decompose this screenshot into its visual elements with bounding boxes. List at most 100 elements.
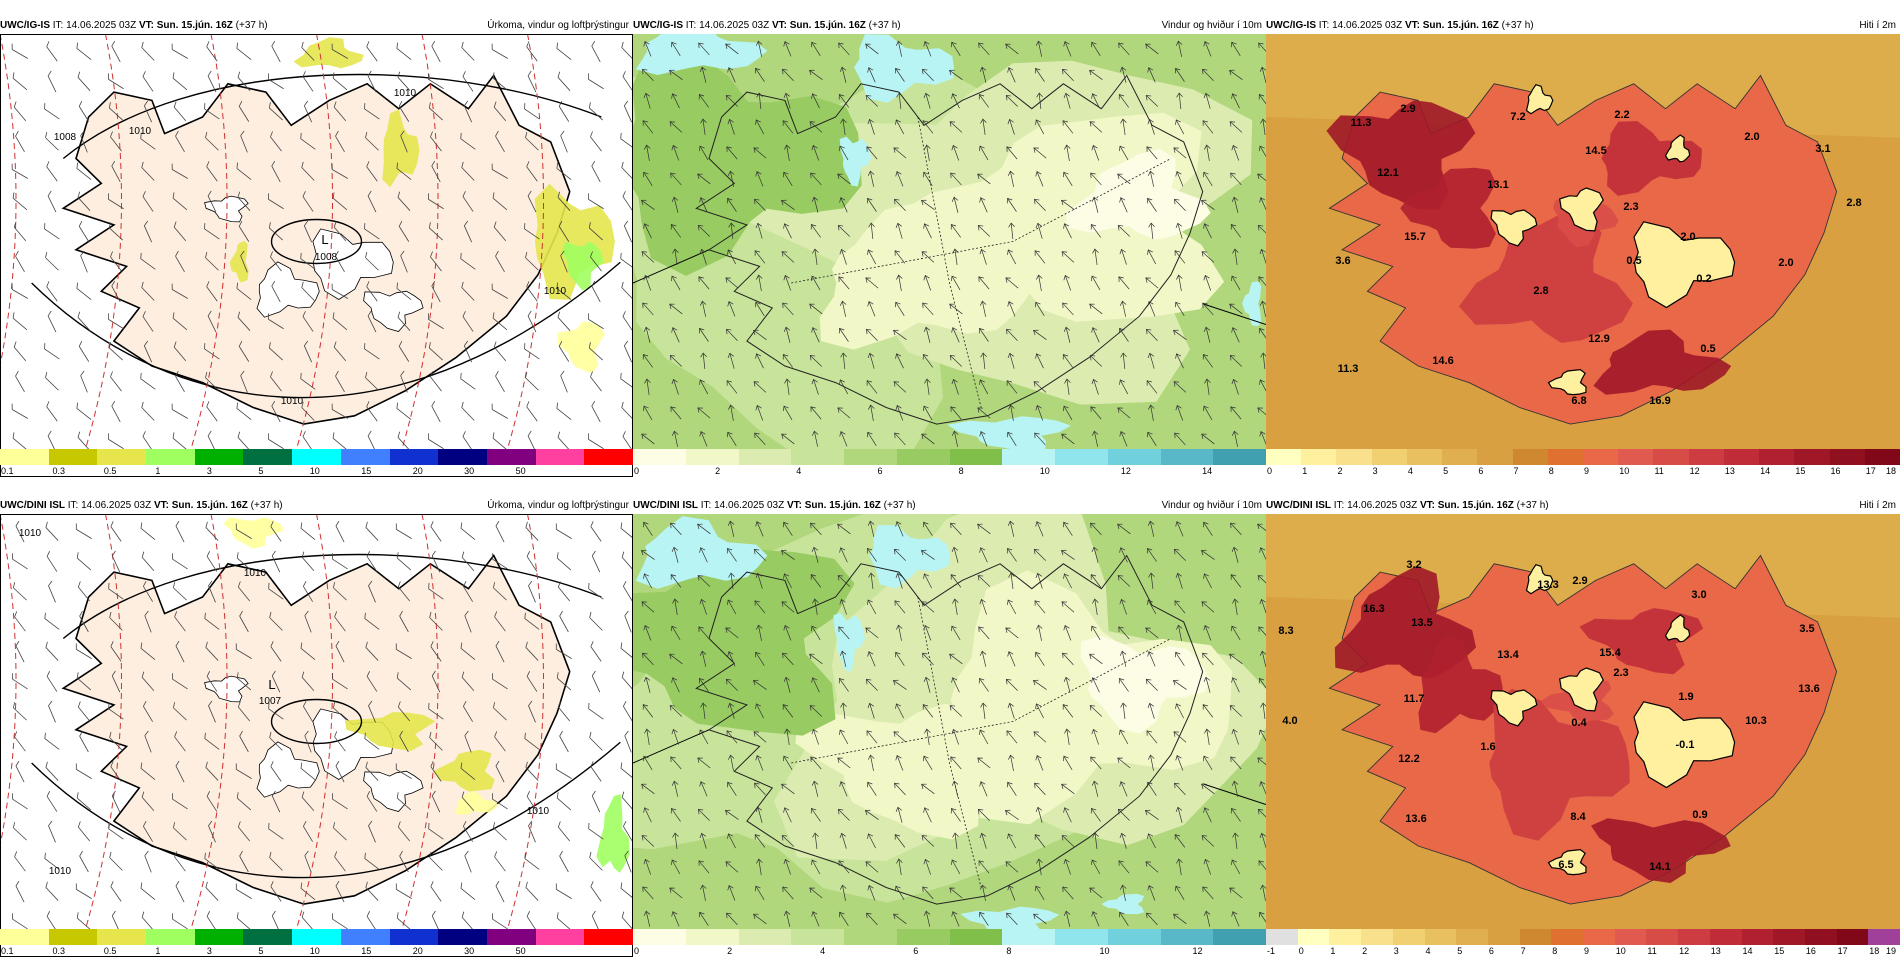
legend-swatch: [1653, 449, 1689, 465]
legend-tick-label: 11: [1654, 466, 1664, 476]
legend-swatch: [949, 449, 1003, 465]
legend-swatch: [844, 449, 897, 465]
temperature-value: 15.4: [1599, 647, 1621, 659]
model-name: UWC/DINI ISL: [1266, 500, 1331, 511]
legend-tick-label: 0.5: [103, 466, 117, 476]
legend-tick-label: -1: [1267, 946, 1276, 956]
temperature-value: 7.2: [1510, 111, 1525, 123]
legend-ticks: 0 2 4 6 8 10 12 14: [633, 465, 1266, 477]
field-title: Hiti í 2m: [1859, 20, 1896, 31]
legend-tick-label: 50: [515, 466, 526, 476]
legend-tick-label: 13: [1724, 466, 1735, 476]
legend-swatch: [685, 449, 739, 465]
temperature-value: 2.3: [1623, 201, 1638, 213]
legend-swatch: [1160, 929, 1214, 945]
temperature-value: 3.2: [1406, 559, 1421, 571]
model-name: UWC/IG-IS: [0, 20, 50, 31]
legend-swatch: [1583, 929, 1615, 945]
map-area: 11.3 2.9 7.2 2.2 2.0 3.1 12.1 13.1 14.5 2.3 2.8 15.…: [1266, 34, 1900, 449]
panel-header: UWC/IG-IS IT: 14.06.2025 03Z VT: Sun. 15…: [0, 18, 633, 34]
field-title: Úrkoma, vindur og loftþrýstingur: [487, 20, 629, 31]
legend-tick-label: 4: [820, 946, 826, 956]
legend-swatch: [1759, 449, 1795, 465]
legend-tick-label: 4: [1425, 946, 1431, 956]
legend-tick-label: 0.1: [1, 466, 14, 476]
low-pressure-marker: L: [268, 677, 275, 692]
legend-tick-label: 5: [1457, 946, 1463, 956]
lead-time: (+37 h): [1516, 500, 1549, 511]
legend-swatch: [1055, 929, 1108, 945]
color-legend-bar: [0, 449, 633, 465]
legend-swatch: [97, 929, 147, 945]
valid-time: Sun. 15.jún. 16Z: [1437, 500, 1514, 511]
legend-swatch: [1773, 929, 1805, 945]
legend-swatch: [340, 449, 390, 465]
legend-swatch: [438, 929, 487, 945]
valid-time-label: VT:: [1419, 500, 1435, 511]
map-canvas: [633, 514, 1266, 929]
legend-swatch: [1392, 929, 1425, 945]
legend-tick-label: 5: [258, 946, 264, 956]
legend-swatch: [1741, 929, 1774, 945]
legend-tick-label: 7: [1513, 466, 1519, 476]
temperature-value: 3.0: [1691, 589, 1706, 601]
legend-swatch: [146, 449, 195, 465]
legend-tick-label: 11: [1647, 946, 1657, 956]
legend-tick-label: 1: [155, 946, 161, 956]
legend-tick-label: 14: [1742, 946, 1753, 956]
temperature-value: 2.8: [1533, 285, 1548, 297]
legend-swatch: [0, 449, 49, 465]
legend-tick-label: 17: [1865, 466, 1876, 476]
legend-swatch: [1512, 449, 1548, 465]
model-name: UWC/DINI ISL: [633, 500, 698, 511]
legend-tick-label: 8: [958, 466, 964, 476]
legend-tick-label: 4: [796, 466, 802, 476]
legend-tick-label: 14: [1760, 466, 1771, 476]
legend-tick-label: 6: [1478, 466, 1484, 476]
legend-swatch: [1547, 449, 1583, 465]
valid-time: Sun. 15.jún. 16Z: [1422, 20, 1499, 31]
temperature-value: 2.0: [1680, 231, 1695, 243]
field-title: Vindur og hviður í 10m: [1161, 20, 1262, 31]
legend-swatch: [738, 449, 792, 465]
lead-time: (+37 h): [883, 500, 916, 511]
temperature-value: 12.9: [1588, 333, 1609, 345]
map-panel-p2: UWC/IG-IS IT: 14.06.2025 03Z VT: Sun. 15…: [633, 18, 1266, 477]
legend-ticks: -1 0 1 2 3 4 5 6 7 8 9 10 11 12 13 14 15 16 17 18 19: [1266, 945, 1900, 957]
legend-swatch: [584, 449, 633, 465]
legend-tick-label: 0: [1298, 946, 1304, 956]
map-area: 3.2 13.3 2.9 3.0 8.3 16.3 13.5 3.5 13.4 15.4 2.3 13…: [1266, 514, 1900, 929]
valid-time: Sun. 15.jún. 16Z: [171, 500, 248, 511]
map-panel-p3: UWC/IG-IS IT: 14.06.2025 03Z VT: Sun. 15…: [1266, 18, 1900, 477]
temperature-value: 12.1: [1377, 167, 1398, 179]
legend-swatch: [535, 449, 585, 465]
temperature-value: 11.7: [1404, 693, 1425, 705]
legend-tick-label: 2: [1362, 946, 1368, 956]
legend-tick-label: 10: [1039, 466, 1050, 476]
legend-tick-label: 0: [634, 466, 640, 476]
legend-swatch: [1678, 929, 1710, 945]
legend-swatch: [1868, 929, 1900, 945]
legend-tick-label: 3: [1393, 946, 1399, 956]
legend-swatch: [1297, 929, 1330, 945]
legend-tick-label: 30: [464, 466, 475, 476]
legend-swatch: [1406, 449, 1443, 465]
legend-swatch: [486, 449, 536, 465]
field-title: Úrkoma, vindur og loftþrýstingur: [487, 500, 629, 511]
legend-swatch: [535, 929, 585, 945]
lead-time: (+37 h): [250, 500, 283, 511]
legend-swatch: [1336, 449, 1372, 465]
temperature-value: 2.8: [1846, 197, 1861, 209]
legend-tick-label: 9: [1584, 946, 1590, 956]
legend-tick-label: 18: [1869, 946, 1880, 956]
legend-tick-label: 0.1: [1, 946, 14, 956]
legend-swatch: [1456, 929, 1488, 945]
temperature-value: 0.2: [1696, 273, 1711, 285]
model-name: UWC/DINI ISL: [0, 500, 65, 511]
temperature-value: 2.0: [1744, 131, 1759, 143]
isobar-label: 1010: [394, 88, 417, 99]
lead-time: (+37 h): [1501, 20, 1534, 31]
init-time: 14.06.2025 03Z: [66, 20, 137, 31]
legend-swatch: [1723, 449, 1760, 465]
legend-tick-label: 17: [1837, 946, 1848, 956]
